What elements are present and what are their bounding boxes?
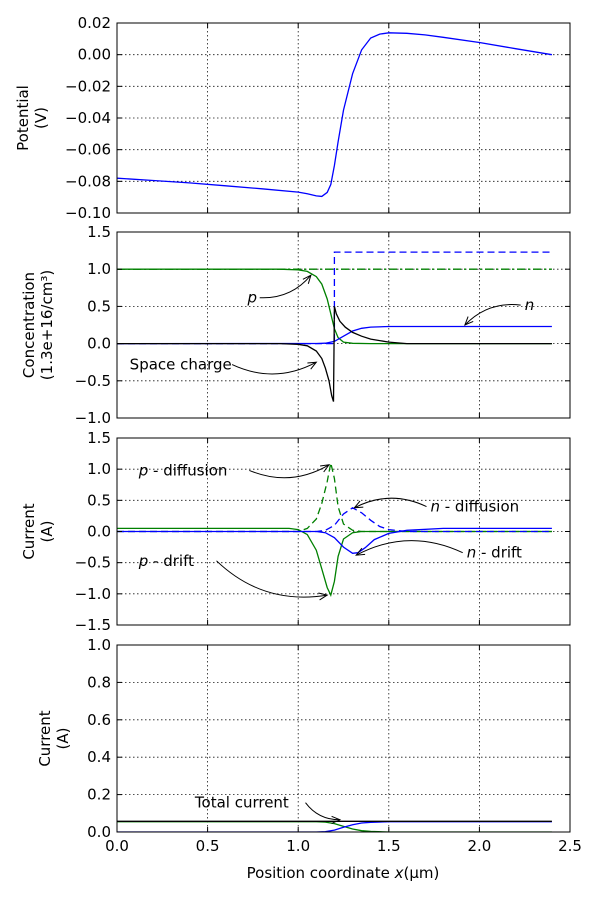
y-tick-label: −0.06 xyxy=(65,141,111,159)
y-tick-label: −0.02 xyxy=(65,77,111,95)
x-tick-label: 0.5 xyxy=(196,837,220,855)
y-tick-label: −0.08 xyxy=(65,172,111,190)
y-tick-label: 0.8 xyxy=(87,673,111,691)
x-axis-label-text: Position coordinate xyxy=(247,864,395,882)
y-tick-label: −1.0 xyxy=(75,585,111,603)
annotation-arrowhead xyxy=(464,316,474,326)
y-tick-label: 0.4 xyxy=(87,748,111,766)
y-tick-label: −0.5 xyxy=(75,372,111,390)
y-tick-label: 0.0 xyxy=(87,523,111,541)
y-tick-label: 0.02 xyxy=(78,14,111,32)
y-tick-label: 1.0 xyxy=(87,260,111,278)
y-tick-label: 0.5 xyxy=(87,297,111,315)
y-axis-label-line: Potential xyxy=(14,85,32,151)
annotation-arrowhead xyxy=(302,274,312,284)
annotation-arrow xyxy=(231,361,317,375)
annotation-arrow xyxy=(305,802,340,821)
x-axis-label-var: x xyxy=(394,864,404,882)
y-tick-label: −0.04 xyxy=(65,109,111,127)
y-tick-label: −1.5 xyxy=(75,616,111,634)
y-tick-label: 1.0 xyxy=(87,460,111,478)
annotation-label: n - diffusion xyxy=(430,498,519,516)
annotation-arrowhead xyxy=(355,547,366,556)
y-tick-label: −0.5 xyxy=(75,554,111,572)
series-line-black-solid xyxy=(117,306,552,402)
x-axis-label: Position coordinate x(μm) xyxy=(247,864,440,882)
y-axis-label: Concentration(1.3e+16/cm³) xyxy=(20,270,56,380)
y-axis-label-line: (A) xyxy=(54,728,72,750)
x-tick-label: 1.0 xyxy=(286,837,310,855)
x-tick-label: 1.5 xyxy=(377,837,401,855)
y-axis-label-line: (A) xyxy=(38,521,56,543)
panel-4: 0.0 0.2 0.4 0.6 0.8 1.0 0.0 0.5 1.0 1.5 2.0 2.5 Curr… xyxy=(36,636,582,855)
y-tick-label: 0.00 xyxy=(78,46,111,64)
annotation-label: Space charge xyxy=(130,356,232,374)
y-tick-label: 1.5 xyxy=(87,429,111,447)
y-axis-label-line: Current xyxy=(20,503,38,559)
series-line-blue-dashed xyxy=(117,507,552,533)
annotation-arrowhead xyxy=(320,464,331,473)
y-tick-label: 0.2 xyxy=(87,786,111,804)
panel-1: −0.10 −0.08 −0.06 −0.04 −0.02 0.00 0.02 Potenti… xyxy=(14,14,571,222)
annotation-label: n xyxy=(525,296,535,314)
x-tick-label: 2.0 xyxy=(467,837,491,855)
annotation-arrow xyxy=(354,497,427,509)
y-axis-label: Potential(V) xyxy=(14,85,50,151)
panel-2: −1.0 −0.5 0.0 0.5 1.0 1.5 Concentration(1.3e+1… xyxy=(20,223,571,427)
y-axis-label-line: Concentration xyxy=(20,272,38,378)
axes-frame xyxy=(116,231,571,419)
annotation-label: p - drift xyxy=(138,552,194,570)
x-tick-label: 2.5 xyxy=(558,837,582,855)
annotation-arrow xyxy=(259,274,312,299)
y-tick-label: −0.10 xyxy=(65,204,111,222)
y-axis-label: Current(A) xyxy=(36,710,72,766)
annotation-label: n - drift xyxy=(467,544,522,562)
y-axis-label-line: (1.3e+16/cm³) xyxy=(38,270,56,380)
annotation-arrowhead xyxy=(353,500,364,509)
y-axis-label-line: Current xyxy=(36,710,54,766)
annotation-arrowhead xyxy=(307,361,318,370)
y-axis-label: Current(A) xyxy=(20,503,56,559)
x-tick-label: 0.0 xyxy=(105,837,129,855)
plot-area xyxy=(117,645,570,832)
series-line-blue-solid xyxy=(117,32,553,198)
annotation-label: p - diffusion xyxy=(138,461,228,479)
annotation-arrow xyxy=(464,304,521,326)
series-line-green-solid xyxy=(117,268,552,345)
y-tick-label: 1.5 xyxy=(87,223,111,241)
y-tick-label: 0.5 xyxy=(87,491,111,509)
y-tick-label: −1.0 xyxy=(75,409,111,427)
y-tick-label: 1.0 xyxy=(87,636,111,654)
y-axis-label-line: (V) xyxy=(32,107,50,129)
annotation-label: p xyxy=(246,289,257,307)
annotation-arrow xyxy=(216,560,328,598)
y-tick-label: 0.0 xyxy=(87,823,111,841)
y-tick-label: 0.0 xyxy=(87,335,111,353)
annotation-label: Total current xyxy=(194,794,289,812)
annotation-arrowhead xyxy=(318,592,329,601)
series-line-blue-solid xyxy=(117,325,552,345)
y-tick-label: 0.6 xyxy=(87,711,111,729)
panel-3: −1.5 −1.0 −0.5 0.0 0.5 1.0 1.5 Current(A) p - di… xyxy=(20,429,571,634)
annotation-arrowhead xyxy=(331,815,342,824)
annotation-arrow xyxy=(249,464,330,479)
annotation-arrow xyxy=(355,540,463,556)
x-axis-label-unit: (μm) xyxy=(403,864,439,882)
axes-frame xyxy=(116,644,571,833)
